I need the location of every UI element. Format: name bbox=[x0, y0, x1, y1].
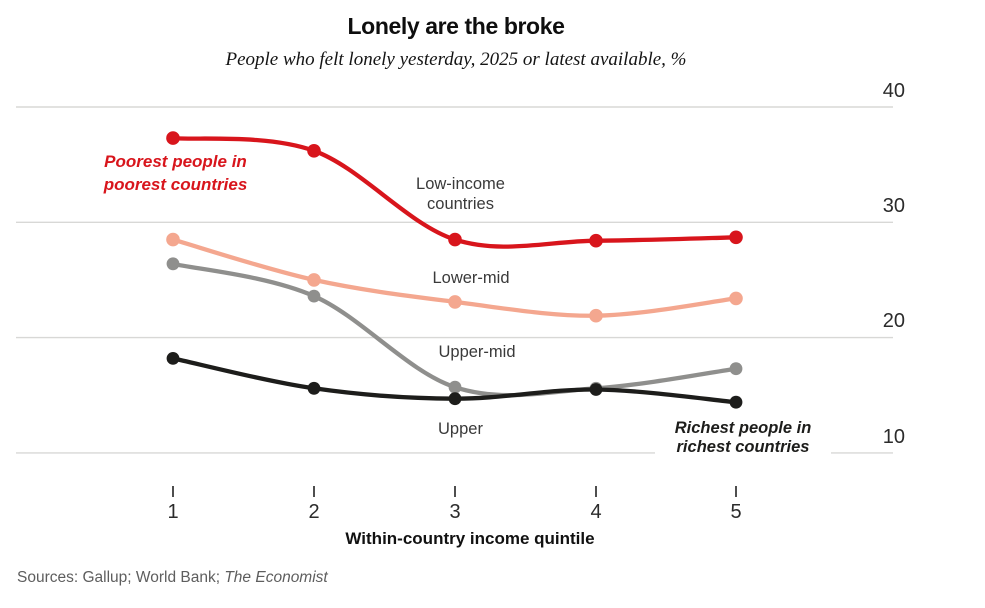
annotation-richest-line1: Richest people in bbox=[674, 419, 812, 437]
data-point-upper-mid-q2 bbox=[307, 289, 321, 303]
y-axis-tick-label-20: 20 bbox=[882, 310, 905, 332]
series-label-low-income-line2: countries bbox=[427, 195, 494, 213]
data-point-low-income-countries-q5 bbox=[729, 230, 743, 245]
annotation-poorest: Poorest people in poorest countries bbox=[88, 150, 263, 196]
data-point-upper-mid-q1 bbox=[166, 257, 180, 271]
data-point-lower-mid-q4 bbox=[589, 308, 603, 323]
sources-economist: The Economist bbox=[224, 569, 328, 586]
data-point-upper-q2 bbox=[307, 381, 321, 395]
series-label-low-income-line1: Low-income bbox=[416, 175, 505, 193]
series-label-lower-mid: Lower-mid bbox=[432, 269, 510, 287]
page-title: Lonely are the broke bbox=[347, 13, 565, 39]
x-axis-tick-label-5: 5 bbox=[730, 501, 742, 523]
data-point-low-income-countries-q3 bbox=[448, 232, 462, 247]
series-low-income-countries bbox=[166, 131, 743, 249]
annotation-poorest-line2: poorest countries bbox=[103, 175, 248, 194]
data-point-upper-q4 bbox=[589, 383, 603, 396]
series-lower-mid bbox=[166, 232, 743, 323]
annotation-poorest-line1: Poorest people in bbox=[104, 152, 247, 171]
y-axis-tick-label-30: 30 bbox=[882, 195, 905, 217]
chart-subtitle: People who felt lonely yesterday, 2025 o… bbox=[225, 49, 687, 70]
series-label-upper: Upper bbox=[438, 420, 483, 438]
series-label-upper-mid: Upper-mid bbox=[438, 343, 516, 361]
data-point-low-income-countries-q2 bbox=[307, 144, 321, 158]
data-point-low-income-countries-q1 bbox=[166, 131, 180, 145]
data-point-lower-mid-q5 bbox=[729, 291, 743, 306]
data-point-upper-q1 bbox=[166, 352, 180, 365]
x-axis-tick-label-1: 1 bbox=[167, 501, 179, 523]
data-point-upper-mid-q5 bbox=[729, 362, 743, 376]
data-point-upper-q5 bbox=[729, 395, 743, 409]
series-upper bbox=[166, 352, 743, 409]
data-point-lower-mid-q1 bbox=[166, 232, 180, 247]
x-axis-tick-label-4: 4 bbox=[590, 501, 602, 523]
x-axis-title: Within-country income quintile bbox=[345, 529, 595, 548]
y-axis-tick-label-40: 40 bbox=[882, 80, 905, 102]
annotation-richest: Richest people in richest countries bbox=[655, 417, 831, 459]
data-point-low-income-countries-q4 bbox=[589, 233, 603, 248]
annotation-richest-line2: richest countries bbox=[676, 438, 810, 456]
sources-line: Sources: Gallup; World Bank; The Economi… bbox=[17, 569, 328, 587]
y-axis-tick-label-10: 10 bbox=[882, 426, 905, 448]
x-axis-tick-label-2: 2 bbox=[308, 501, 320, 523]
data-point-lower-mid-q3 bbox=[448, 295, 462, 309]
data-point-upper-q3 bbox=[448, 392, 462, 406]
data-point-upper-mid-q3 bbox=[448, 380, 462, 394]
x-axis-tick-label-3: 3 bbox=[449, 501, 461, 523]
series-label-low-income: Low-income countries bbox=[378, 174, 543, 214]
sources-prefix: Sources: Gallup; World Bank; bbox=[17, 569, 225, 586]
data-point-lower-mid-q2 bbox=[307, 273, 321, 287]
